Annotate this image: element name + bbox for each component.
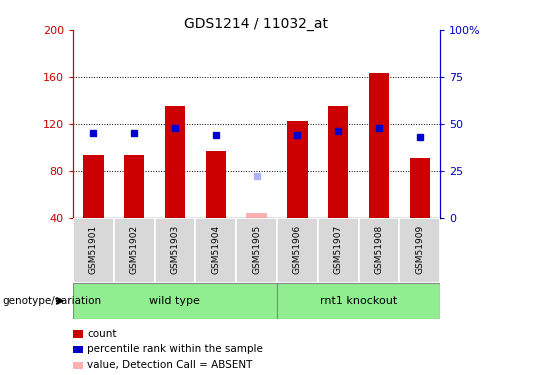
Bar	[165, 106, 185, 218]
Bar	[318, 217, 359, 283]
Text: rnt1 knockout: rnt1 knockout	[320, 296, 397, 306]
Bar	[73, 217, 114, 283]
Text: GSM51906: GSM51906	[293, 224, 302, 274]
Bar	[287, 122, 307, 218]
Bar	[246, 213, 267, 217]
Bar	[124, 155, 144, 218]
Bar	[206, 151, 226, 217]
Text: GSM51904: GSM51904	[211, 224, 220, 274]
Text: GSM51908: GSM51908	[374, 224, 383, 274]
Bar	[359, 217, 399, 283]
Bar	[369, 74, 389, 217]
Text: GSM51901: GSM51901	[89, 224, 98, 274]
Text: GSM51905: GSM51905	[252, 224, 261, 274]
Text: percentile rank within the sample: percentile rank within the sample	[87, 345, 264, 354]
Bar	[277, 217, 318, 283]
Bar	[409, 158, 430, 218]
Bar	[114, 217, 154, 283]
Bar	[73, 283, 277, 319]
Text: GSM51907: GSM51907	[334, 224, 342, 274]
Text: value, Detection Call = ABSENT: value, Detection Call = ABSENT	[87, 360, 253, 370]
Bar	[73, 346, 83, 353]
Bar	[83, 155, 104, 218]
Bar	[73, 362, 83, 369]
Text: wild type: wild type	[150, 296, 200, 306]
Bar	[195, 217, 236, 283]
Bar	[328, 106, 348, 218]
Bar	[154, 217, 195, 283]
Text: GSM51902: GSM51902	[130, 224, 139, 274]
Bar	[399, 217, 440, 283]
Bar	[277, 283, 440, 319]
Bar	[236, 217, 277, 283]
Bar	[73, 330, 83, 338]
Text: GDS1214 / 11032_at: GDS1214 / 11032_at	[185, 17, 328, 31]
Text: GSM51903: GSM51903	[171, 224, 179, 274]
Text: count: count	[87, 329, 117, 339]
Text: genotype/variation: genotype/variation	[3, 296, 102, 306]
Text: GSM51909: GSM51909	[415, 224, 424, 274]
